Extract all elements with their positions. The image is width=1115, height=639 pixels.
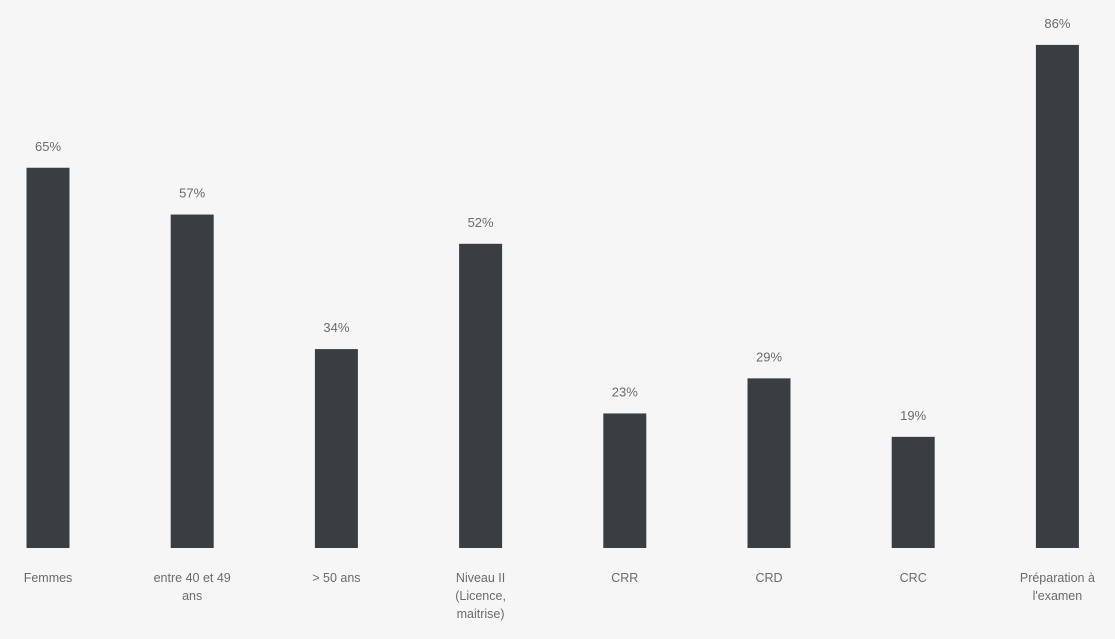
category-labels-layer: Femmes entre 40 et 49 ans > 50 ans Niveau II… — [24, 571, 1095, 621]
bar-3 — [459, 243, 503, 549]
category-label-line: maitrise) — [457, 607, 505, 621]
category-label-2: > 50 ans — [312, 571, 360, 585]
category-label-3: Niveau II (Licence, maitrise) — [455, 571, 506, 621]
bar-0 — [26, 167, 70, 548]
bars-layer — [26, 44, 1079, 549]
category-label-1: entre 40 et 49 ans — [154, 571, 231, 603]
bar-1 — [170, 214, 214, 549]
data-label-1: 57% — [179, 186, 205, 201]
category-label-6: CRC — [900, 571, 927, 585]
category-label-line: Niveau II — [456, 571, 505, 585]
category-label-line: CRC — [900, 571, 927, 585]
category-label-line: > 50 ans — [312, 571, 360, 585]
data-label-4: 23% — [612, 384, 638, 399]
category-label-0: Femmes — [24, 571, 73, 585]
bar-6 — [891, 436, 935, 548]
data-label-3: 52% — [468, 215, 494, 230]
category-label-line: l'examen — [1033, 589, 1083, 603]
category-label-line: CRR — [611, 571, 638, 585]
category-label-7: Préparation à l'examen — [1020, 571, 1095, 603]
category-label-5: CRD — [755, 571, 782, 585]
bar-2 — [314, 349, 358, 548]
category-label-4: CRR — [611, 571, 638, 585]
data-label-5: 29% — [756, 349, 782, 364]
category-label-line: (Licence, — [455, 589, 506, 603]
category-label-line: ans — [182, 589, 202, 603]
bar-4 — [603, 413, 647, 548]
value-labels-layer: 65% 57% 34% 52% 23% 29% 19% 86% — [35, 16, 1071, 423]
data-label-6: 19% — [900, 408, 926, 423]
data-label-2: 34% — [323, 320, 349, 335]
bar-7 — [1035, 44, 1079, 549]
bar-5 — [747, 378, 791, 548]
data-label-0: 65% — [35, 139, 61, 154]
category-label-line: CRD — [755, 571, 782, 585]
category-label-line: Femmes — [24, 571, 73, 585]
category-label-line: entre 40 et 49 — [154, 571, 231, 585]
data-label-7: 86% — [1044, 16, 1070, 31]
category-label-line: Préparation à — [1020, 571, 1095, 585]
